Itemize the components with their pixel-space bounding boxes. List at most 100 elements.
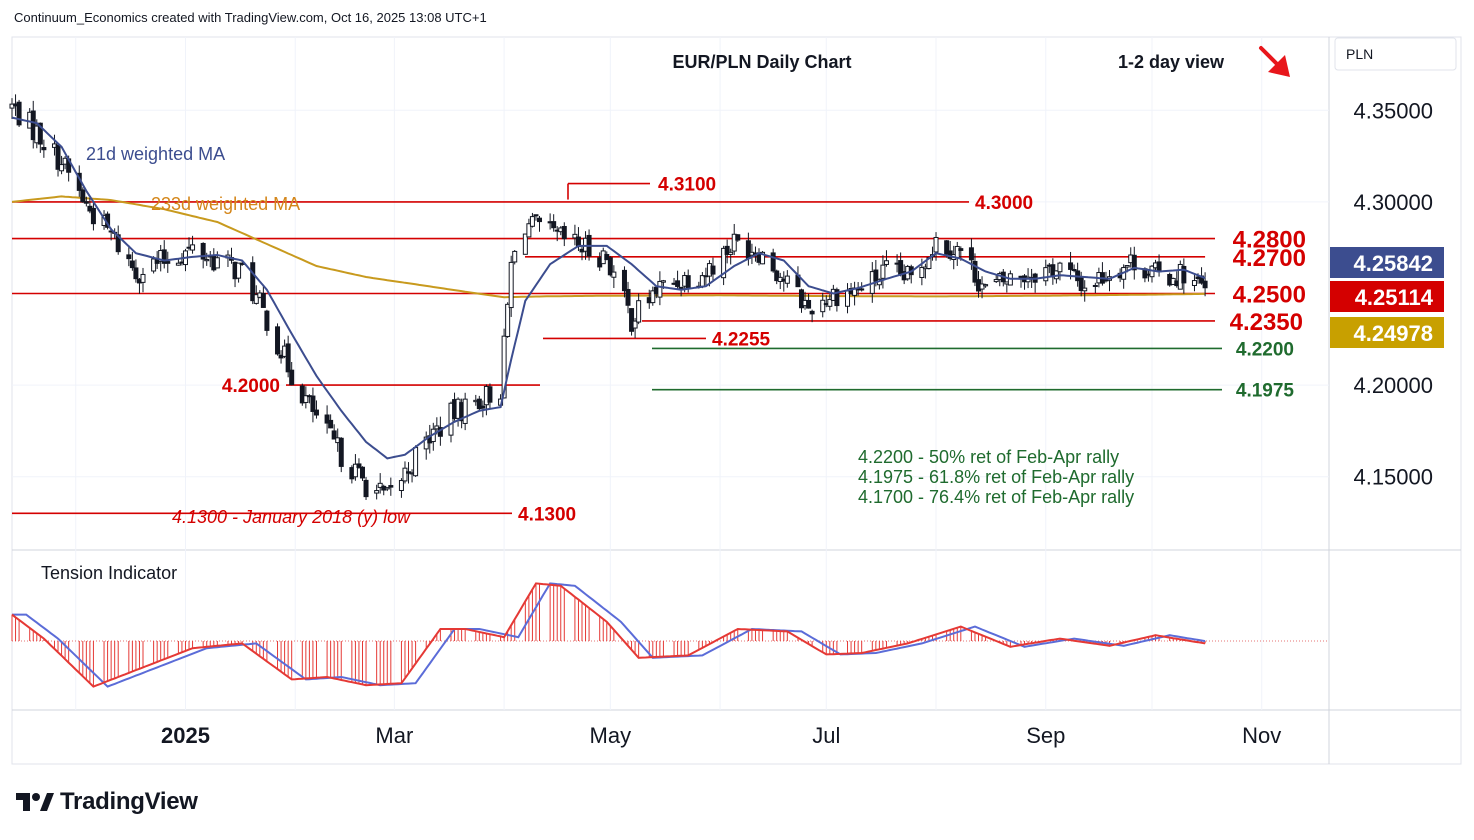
candle-body — [190, 244, 196, 251]
candle-body — [561, 226, 567, 240]
price-badges: 4.25842 4.25114 4.24978 — [1330, 247, 1444, 348]
candle-body — [448, 402, 454, 436]
candle-body — [1191, 280, 1197, 286]
level-label: 4.2700 — [1233, 245, 1306, 272]
candle-body — [328, 419, 334, 429]
tension-line — [11, 582, 1206, 688]
level-label: 4.2255 — [712, 329, 771, 350]
candle-body — [55, 144, 61, 170]
candle-body — [1131, 254, 1137, 271]
candle-body — [356, 463, 362, 468]
candle-body — [933, 236, 939, 253]
candle-body — [770, 252, 776, 272]
candle-body — [873, 269, 879, 282]
candle-body — [721, 247, 727, 279]
level-label: 4.1300 — [518, 504, 576, 525]
tradingview-wordmark: TradingView — [60, 788, 198, 815]
candle-body — [204, 259, 210, 262]
price-badge — [1330, 247, 1444, 278]
candle-body — [629, 308, 635, 332]
candle-body — [944, 240, 950, 255]
candle-body — [161, 249, 167, 264]
candle-body — [1068, 262, 1074, 270]
candle-body — [724, 245, 730, 255]
candle-body — [1202, 280, 1208, 289]
ma233-series-label: 233d weighted MA — [151, 194, 300, 214]
candle-body — [760, 251, 766, 265]
level-label: 4.3100 — [658, 175, 716, 196]
time-axis-labels: 2025 Mar May Jul Sep Nov — [161, 723, 1281, 748]
candle-body — [115, 234, 121, 253]
currency-label: PLN — [1346, 46, 1373, 62]
level-label: 4.1975 — [1236, 381, 1295, 402]
candle-body — [264, 310, 270, 331]
candle-body — [1082, 287, 1088, 292]
candle-body — [253, 294, 259, 304]
candle-body — [310, 395, 316, 412]
candle-body — [834, 289, 840, 307]
currency-box[interactable]: PLN — [1334, 37, 1457, 71]
candle-body — [919, 266, 925, 279]
candle-body — [352, 463, 358, 478]
candle-body — [533, 214, 539, 217]
tradingview-logo[interactable]: TradingView — [14, 788, 198, 816]
candle-body — [604, 254, 610, 261]
candle-body — [1092, 284, 1098, 287]
candle-body — [126, 254, 132, 260]
level-label: 4.2000 — [222, 376, 280, 397]
candle-body — [250, 262, 256, 302]
candle-body — [80, 189, 86, 203]
arrow-down-right-icon — [1259, 46, 1290, 77]
chart-title: EUR/PLN Daily Chart — [672, 52, 851, 72]
candle-body — [129, 260, 135, 269]
time-tick-label: Sep — [1026, 723, 1065, 748]
candle-body — [398, 480, 404, 491]
candle-body — [1156, 261, 1162, 273]
candle-body — [972, 260, 978, 283]
candle-body — [551, 221, 557, 229]
ma21-line — [11, 116, 1206, 460]
candle-body — [140, 273, 146, 283]
candle-body — [462, 398, 468, 424]
candle-body — [745, 240, 751, 259]
candle-body — [678, 286, 684, 290]
candle-body — [275, 326, 281, 355]
time-tick-label: Nov — [1242, 723, 1281, 748]
annotation-jan-2018-low: 4.1300 - January 2018 (y) low — [172, 507, 411, 527]
candle-body — [979, 283, 985, 290]
candle-body — [480, 405, 486, 409]
candle-body — [151, 258, 157, 272]
candle-body — [476, 398, 482, 410]
price-tick-label: 4.20000 — [1353, 373, 1433, 398]
candle-body — [260, 292, 266, 308]
candle-body — [728, 251, 734, 255]
candle-body — [859, 288, 865, 291]
candle-body — [338, 437, 344, 467]
candle-body — [133, 267, 139, 280]
candle-body — [526, 223, 532, 238]
ma21-series-label: 21d weighted MA — [86, 144, 225, 164]
ma21-path — [11, 116, 1206, 460]
price-badge-label: 4.25114 — [1355, 285, 1434, 310]
candle-body — [377, 482, 383, 488]
candle-body — [883, 260, 889, 265]
annotation-618pct-ret: 4.1975 - 61.8% ret of Feb-Apr rally — [858, 467, 1134, 487]
candle-body — [1124, 265, 1130, 268]
candle-body — [968, 247, 974, 261]
ma233-line — [11, 195, 1206, 299]
candle-body — [958, 248, 964, 251]
candle-body — [993, 279, 999, 283]
price-badge-label: 4.25842 — [1353, 251, 1433, 276]
ma233-path — [11, 195, 1206, 299]
price-tick-label: 4.30000 — [1353, 190, 1433, 215]
time-tick-label: Mar — [375, 723, 413, 748]
levels — [12, 182, 1222, 515]
candle-body — [59, 164, 65, 172]
candle-body — [331, 430, 337, 440]
candle-body — [236, 262, 242, 279]
candle-body — [374, 490, 380, 494]
candle-body — [880, 264, 886, 279]
candle-body — [487, 386, 493, 403]
candle-body — [388, 485, 394, 488]
